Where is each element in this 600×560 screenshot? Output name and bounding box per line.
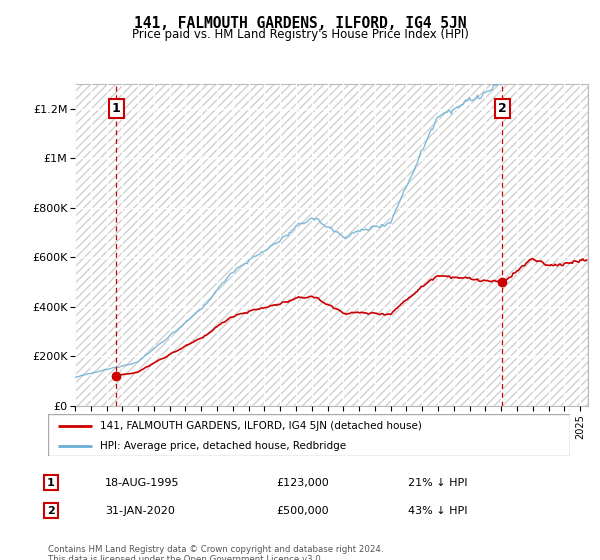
Text: 43% ↓ HPI: 43% ↓ HPI: [408, 506, 467, 516]
Bar: [75, 84, 588, 406]
Text: £123,000: £123,000: [276, 478, 329, 488]
Text: 141, FALMOUTH GARDENS, ILFORD, IG4 5JN (detached house): 141, FALMOUTH GARDENS, ILFORD, IG4 5JN (…: [100, 421, 422, 431]
Text: 18-AUG-1995: 18-AUG-1995: [105, 478, 179, 488]
Text: 2: 2: [47, 506, 55, 516]
Text: 1: 1: [47, 478, 55, 488]
Text: HPI: Average price, detached house, Redbridge: HPI: Average price, detached house, Redb…: [100, 441, 346, 451]
Text: 2: 2: [498, 102, 507, 115]
Text: 1: 1: [112, 102, 121, 115]
Text: 21% ↓ HPI: 21% ↓ HPI: [408, 478, 467, 488]
Text: 31-JAN-2020: 31-JAN-2020: [105, 506, 175, 516]
Text: £500,000: £500,000: [276, 506, 329, 516]
FancyBboxPatch shape: [48, 414, 570, 456]
Text: Contains HM Land Registry data © Crown copyright and database right 2024.
This d: Contains HM Land Registry data © Crown c…: [48, 545, 383, 560]
Text: Price paid vs. HM Land Registry's House Price Index (HPI): Price paid vs. HM Land Registry's House …: [131, 28, 469, 41]
Text: 141, FALMOUTH GARDENS, ILFORD, IG4 5JN: 141, FALMOUTH GARDENS, ILFORD, IG4 5JN: [134, 16, 466, 31]
